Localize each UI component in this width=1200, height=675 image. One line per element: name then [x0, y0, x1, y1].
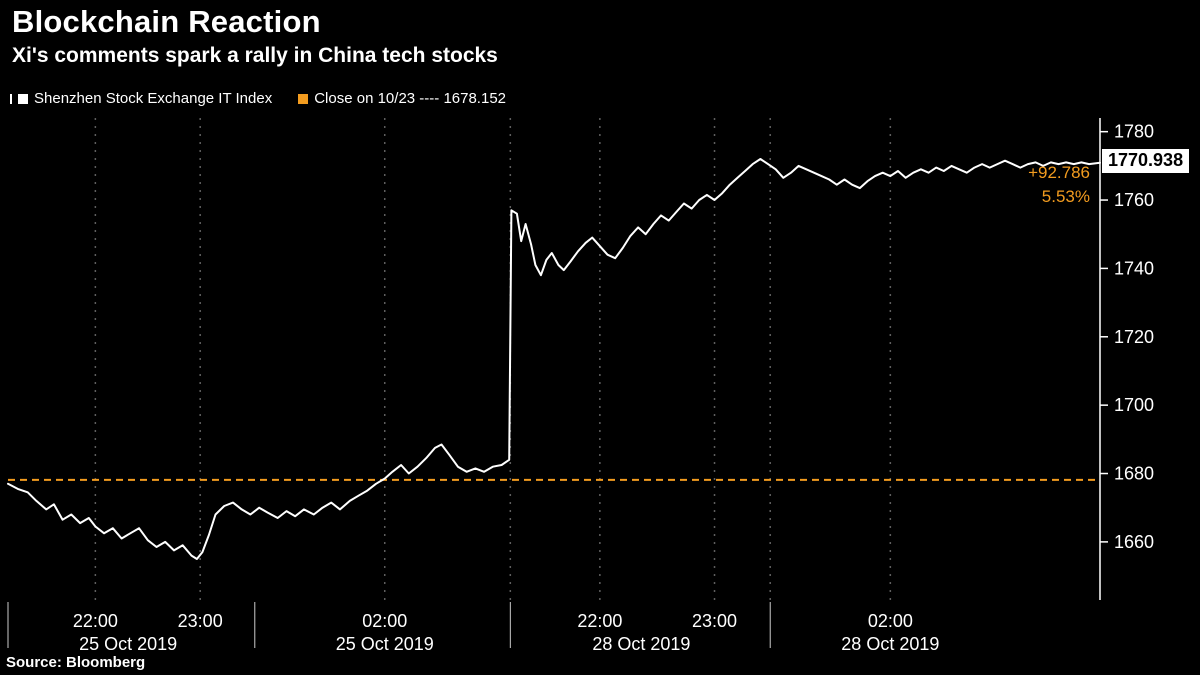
change-absolute: +92.786	[1028, 163, 1090, 182]
legend-label-index: Shenzhen Stock Exchange IT Index	[34, 90, 273, 107]
source-label: Source: Bloomberg	[6, 654, 146, 671]
legend-label-close: Close on 10/23 ---- 1678.152	[314, 90, 507, 107]
x-date-label: 28 Oct 2019	[592, 634, 690, 654]
y-tick-label: 1700	[1114, 395, 1154, 415]
page-title: Blockchain Reaction	[12, 4, 321, 39]
x-time-label: 23:00	[178, 611, 223, 631]
x-time-label: 02:00	[362, 611, 407, 631]
y-tick-label: 1720	[1114, 327, 1154, 347]
orange-square-icon	[298, 93, 309, 104]
x-date-label: 25 Oct 2019	[336, 634, 434, 654]
y-tick-label: 1660	[1114, 532, 1154, 552]
x-time-label: 23:00	[692, 611, 737, 631]
change-percent: 5.53%	[1041, 187, 1090, 206]
legend-handle-icon	[10, 93, 12, 104]
legend-item-close: Close on 10/23 ---- 1678.152	[298, 90, 506, 107]
x-time-label: 22:00	[73, 611, 118, 631]
y-tick-label: 1740	[1114, 258, 1154, 278]
last-price-label: 1770.938	[1102, 149, 1190, 173]
y-tick-label: 1680	[1114, 464, 1154, 484]
x-date-label: 25 Oct 2019	[79, 634, 177, 654]
x-time-label: 22:00	[577, 611, 622, 631]
x-date-label: 28 Oct 2019	[841, 634, 939, 654]
page-subtitle: Xi's comments spark a rally in China tec…	[12, 44, 498, 67]
y-tick-label: 1760	[1114, 190, 1154, 210]
x-time-label: 02:00	[868, 611, 913, 631]
y-tick-label: 1780	[1114, 122, 1154, 142]
series-line	[7, 158, 1101, 560]
white-square-icon	[18, 93, 28, 104]
legend-item-index: Shenzhen Stock Exchange IT Index	[10, 90, 272, 107]
chart-legend: Shenzhen Stock Exchange IT Index Close o…	[10, 90, 506, 107]
